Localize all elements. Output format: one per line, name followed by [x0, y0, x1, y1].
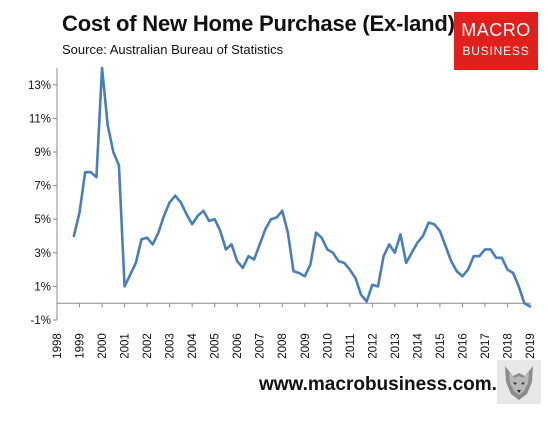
y-tick-label: 3%	[34, 248, 51, 260]
y-axis-ticks: -1% 1% 3% 5% 7% 9% 11% 13%	[28, 80, 57, 327]
x-tick-label: 2017	[480, 333, 492, 359]
x-tick-label: 1999	[75, 333, 87, 359]
y-tick-label: 7%	[34, 181, 51, 193]
x-tick-label: 2018	[502, 333, 514, 359]
series-line	[72, 66, 532, 308]
y-tick-label: 9%	[34, 147, 51, 159]
y-tick-label: -1%	[31, 315, 51, 327]
x-tick-label: 2007	[255, 333, 267, 359]
x-tick-label: 2012	[367, 333, 379, 359]
y-tick-label: 11%	[29, 113, 51, 125]
footer-url: www.macrobusiness.com.au	[259, 374, 520, 395]
chart-axes	[56, 68, 530, 320]
x-tick-label: 2010	[322, 333, 334, 359]
x-tick-label: 2000	[97, 333, 109, 359]
x-tick-label: 2016	[457, 333, 469, 359]
x-tick-label: 2011	[345, 334, 357, 359]
logo-line-1: MACRO	[461, 20, 531, 40]
y-tick-label: 5%	[34, 214, 51, 226]
y-tick-label: 1%	[34, 281, 51, 293]
x-tick-label: 1998	[52, 333, 64, 359]
x-tick-label: 2019	[525, 333, 537, 359]
x-tick-label: 2009	[300, 333, 312, 359]
chart-title: Cost of New Home Purchase (Ex-land)	[62, 11, 455, 36]
logo-line-2: BUSINESS	[462, 44, 530, 58]
x-tick-label: 2001	[120, 333, 132, 359]
x-tick-label: 2008	[277, 333, 289, 359]
macrobusiness-logo: MACRO BUSINESS	[454, 12, 538, 70]
x-tick-label: 2005	[210, 333, 222, 359]
x-axis-ticks: 1998 1999 2000 2001 2002 2003 2004 2005 2006 2007…	[52, 303, 537, 359]
x-tick-label: 2006	[232, 333, 244, 359]
x-tick-label: 2002	[142, 333, 154, 359]
wolf-logo-icon	[497, 360, 541, 404]
chart-subtitle: Source: Australian Bureau of Statistics	[62, 42, 284, 57]
series-group	[72, 66, 532, 308]
x-tick-label: 2004	[187, 333, 199, 359]
x-tick-label: 2003	[165, 333, 177, 359]
x-tick-label: 2013	[390, 333, 402, 359]
x-tick-label: 2015	[435, 333, 447, 359]
x-tick-label: 2014	[412, 333, 424, 359]
y-tick-label: 13%	[28, 80, 51, 92]
